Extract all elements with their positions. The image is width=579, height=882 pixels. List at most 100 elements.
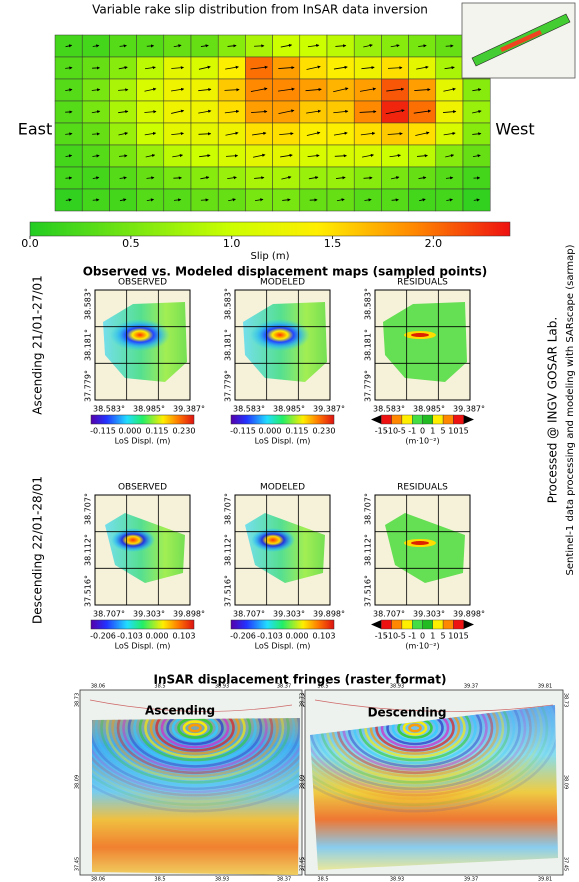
rake-arrow — [280, 153, 293, 158]
fringe — [182, 720, 208, 736]
map-top-tick: 38.06 — [91, 684, 105, 690]
rake-arrow — [118, 88, 129, 92]
rake-arrow — [446, 198, 453, 202]
fringe — [92, 718, 300, 813]
panel-title: MODELED — [260, 483, 305, 493]
res-arrow-right — [463, 620, 474, 629]
map-right-tick: 37.45 — [302, 857, 308, 871]
los-tick-label: 0.000 — [146, 632, 169, 641]
rake-arrow — [361, 66, 375, 70]
fringe — [310, 705, 558, 813]
rake-arrow — [173, 198, 182, 202]
rake-arrow — [144, 110, 157, 114]
rake-arrow — [254, 198, 264, 202]
fringe-map-title: Descending — [368, 706, 447, 720]
lat-label: 38.707° — [364, 493, 373, 525]
los-tick-label: -0.103 — [117, 632, 143, 641]
rake-arrow — [472, 110, 482, 114]
res-arrow-left — [371, 415, 382, 424]
displacement-lobe — [250, 319, 310, 351]
lat-label: 37.779° — [224, 370, 233, 402]
lat-label: 38.112° — [84, 534, 93, 566]
colorbar-tick-label: 1.5 — [324, 237, 342, 250]
rake-arrow — [445, 154, 455, 158]
res-segment — [432, 414, 444, 425]
fringe — [149, 718, 241, 755]
rake-arrow — [387, 66, 403, 70]
rake-arrow — [443, 87, 456, 92]
res-segment — [381, 414, 392, 425]
los-tick-label: -0.115 — [90, 427, 116, 436]
res-label: (m·10⁻²) — [405, 437, 439, 446]
res-tick-label: 5 — [441, 632, 446, 641]
rake-arrow — [92, 154, 100, 158]
fringe — [171, 718, 219, 743]
panel-title: OBSERVED — [118, 483, 167, 493]
rake-arrow — [65, 154, 73, 158]
res-segment — [422, 414, 434, 425]
rake-arrow — [119, 198, 127, 202]
map-right-tick: 38.73 — [302, 693, 308, 707]
res-tick-label: -10 — [385, 427, 398, 436]
fringe — [111, 718, 279, 778]
los-tick-label: 0.000 — [286, 632, 309, 641]
rake-arrow — [118, 110, 129, 114]
res-tick-label: -5 — [398, 427, 406, 436]
map-top-tick: 38.37 — [277, 684, 291, 690]
lat-label: 38.112° — [224, 534, 233, 566]
rake-arrow — [389, 154, 401, 158]
res-tick-label: -10 — [385, 632, 398, 641]
credit-line-2: Sentinel-1 data processing and modeling … — [565, 244, 576, 575]
rake-arrow — [362, 153, 375, 158]
rake-arrow — [442, 110, 457, 114]
fringe — [188, 723, 202, 733]
rake-arrow — [307, 44, 320, 48]
rake-arrow — [144, 131, 157, 136]
res-label: (m·10⁻²) — [405, 642, 439, 651]
panel-title: RESIDUALS — [397, 483, 448, 493]
fringe-raster — [310, 705, 558, 870]
rake-arrow — [91, 88, 101, 92]
rake-arrow — [416, 65, 429, 70]
rake-arrow — [333, 131, 348, 136]
los-tick-label: -0.206 — [90, 632, 116, 641]
rake-arrow — [419, 198, 426, 202]
colorbar-label: Slip (m) — [251, 251, 290, 262]
rake-arrow — [443, 131, 456, 136]
los-label: LoS Displ. (m) — [255, 437, 311, 446]
fringe — [155, 718, 235, 752]
rake-arrow — [444, 66, 455, 70]
res-segment — [381, 619, 392, 630]
rake-arrow — [118, 132, 129, 136]
fringe — [92, 718, 300, 800]
rake-arrow — [225, 154, 239, 158]
displacement-lobe — [111, 528, 155, 552]
rake-arrow — [391, 198, 399, 202]
rake-arrow — [306, 109, 322, 114]
fringe — [166, 718, 224, 746]
rake-arrow — [445, 176, 454, 180]
point-cloud — [383, 302, 467, 382]
res-arrow-left — [371, 620, 382, 629]
res-tick-label: 15 — [459, 427, 469, 436]
rake-arrow — [336, 198, 345, 202]
rake-arrow — [333, 109, 349, 114]
rake-arrow — [391, 176, 400, 180]
rake-arrow — [251, 110, 268, 114]
rake-arrow — [227, 44, 237, 48]
lat-label: 38.583° — [84, 288, 93, 320]
rake-arrow — [414, 88, 431, 92]
fringe — [92, 718, 300, 791]
lon-label: 39.387° — [313, 405, 345, 414]
rake-arrow — [65, 132, 73, 136]
map-top-tick: 39.81 — [538, 684, 552, 690]
res-segment — [412, 414, 423, 425]
rake-arrow — [119, 176, 127, 180]
map-bottom-tick: 38.5 — [317, 877, 328, 882]
fringe-raster — [92, 718, 300, 875]
lon-label: 38.985° — [413, 405, 445, 414]
los-tick-label: 0.115 — [286, 427, 309, 436]
rake-arrow — [387, 132, 403, 136]
rake-arrow — [119, 44, 127, 48]
